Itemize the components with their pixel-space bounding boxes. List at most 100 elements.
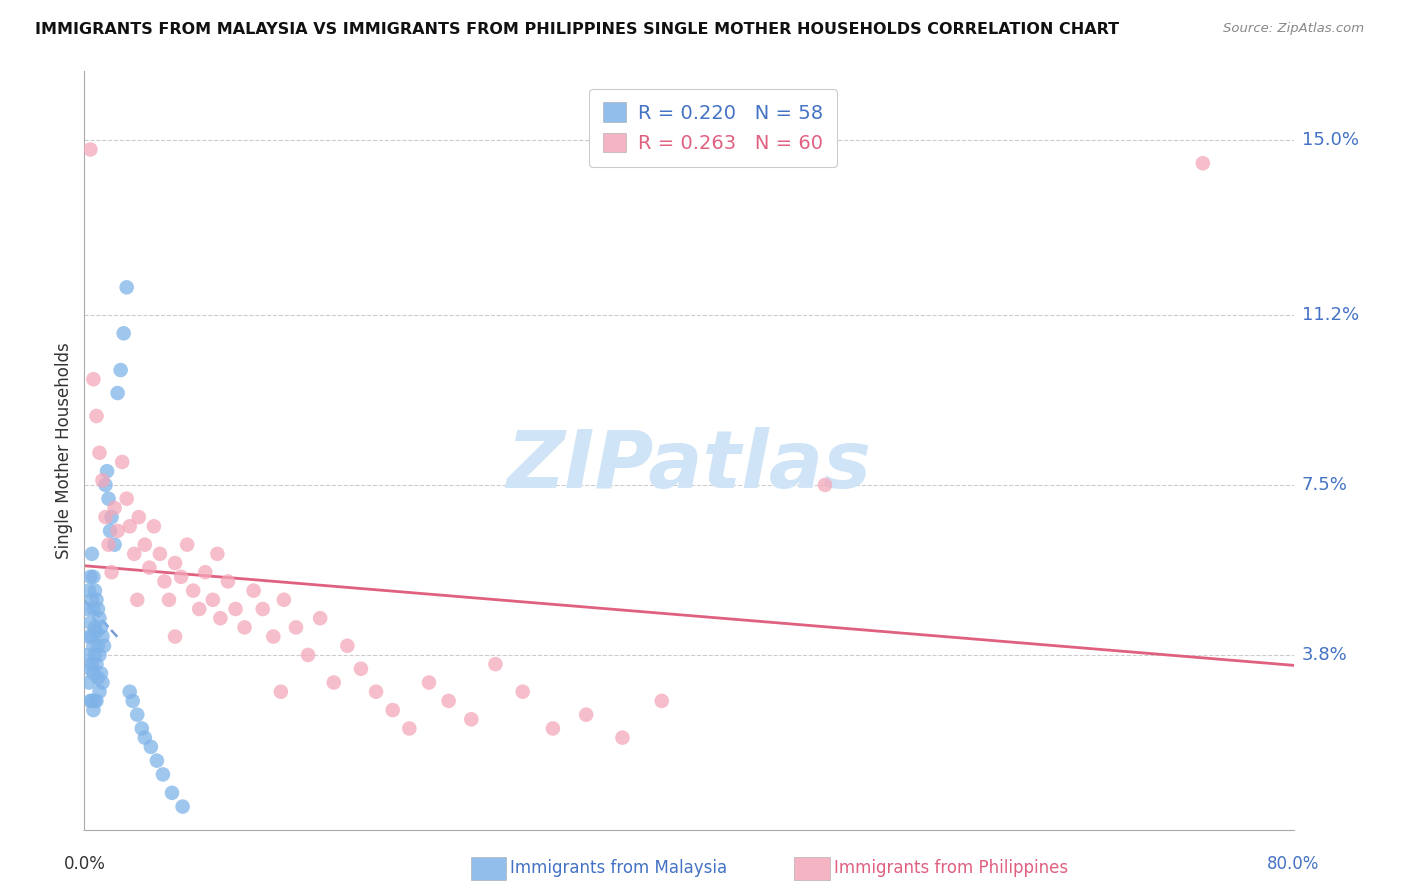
Point [814, 478, 837, 492]
Point [77, 630, 100, 644]
Point [80, 547, 103, 561]
Point [149, 547, 172, 561]
Text: IMMIGRANTS FROM MALAYSIA VS IMMIGRANTS FROM PHILIPPINES SINGLE MOTHER HOUSEHOLDS: IMMIGRANTS FROM MALAYSIA VS IMMIGRANTS F… [35, 22, 1119, 37]
Point [80, 657, 103, 672]
Y-axis label: Single Mother Households: Single Mother Households [55, 343, 73, 558]
Point [142, 519, 165, 533]
Point [134, 731, 156, 745]
Point [80, 592, 103, 607]
Point [86, 657, 108, 672]
Point [541, 722, 564, 736]
Point [107, 524, 129, 538]
Point [194, 566, 217, 580]
Text: 3.8%: 3.8% [1302, 646, 1347, 664]
Point [225, 602, 247, 616]
Point [96, 464, 118, 478]
Point [381, 703, 404, 717]
Point [127, 592, 149, 607]
Point [89, 611, 111, 625]
Text: Source: ZipAtlas.com: Source: ZipAtlas.com [1223, 22, 1364, 36]
Point [512, 684, 534, 698]
Point [115, 280, 138, 294]
Point [82, 372, 104, 386]
Point [152, 767, 174, 781]
Point [104, 538, 127, 552]
Point [612, 731, 634, 745]
Point [209, 611, 232, 625]
Point [100, 510, 122, 524]
Point [89, 684, 111, 698]
Point [94, 478, 117, 492]
Point [90, 666, 112, 681]
Point [77, 583, 100, 598]
Text: 15.0%: 15.0% [1302, 131, 1358, 149]
Point [115, 491, 138, 506]
Point [233, 620, 256, 634]
Point [76, 602, 98, 616]
Point [575, 707, 598, 722]
Point [87, 602, 110, 616]
Point [118, 684, 141, 698]
Point [111, 455, 134, 469]
Point [350, 662, 373, 676]
Point [207, 547, 229, 561]
Point [107, 386, 129, 401]
Text: 7.5%: 7.5% [1302, 476, 1348, 494]
Point [252, 602, 274, 616]
Point [86, 624, 108, 639]
Legend: R = 0.220   N = 58, R = 0.263   N = 60: R = 0.220 N = 58, R = 0.263 N = 60 [589, 88, 837, 167]
Point [131, 722, 153, 736]
Point [82, 703, 104, 717]
Point [82, 666, 104, 681]
Point [121, 694, 143, 708]
Point [79, 143, 101, 157]
Point [89, 446, 111, 460]
Point [84, 620, 107, 634]
Point [82, 639, 104, 653]
Point [201, 592, 224, 607]
Point [84, 583, 107, 598]
Point [91, 473, 114, 487]
Point [165, 630, 187, 644]
Point [122, 547, 145, 561]
Text: 0.0%: 0.0% [63, 855, 105, 872]
Point [98, 524, 121, 538]
Point [285, 620, 308, 634]
Point [418, 675, 440, 690]
Point [79, 694, 101, 708]
Point [270, 684, 292, 698]
Point [127, 707, 149, 722]
Point [94, 510, 117, 524]
Point [242, 583, 264, 598]
Point [146, 754, 169, 768]
Point [90, 620, 112, 634]
Point [91, 675, 114, 690]
Point [82, 602, 104, 616]
Text: Immigrants from Malaysia: Immigrants from Malaysia [510, 859, 727, 877]
Point [322, 675, 344, 690]
Point [336, 639, 359, 653]
Point [86, 409, 108, 423]
Text: ZIPatlas: ZIPatlas [506, 426, 872, 505]
Point [89, 648, 111, 662]
Point [97, 491, 120, 506]
Point [118, 519, 141, 533]
Point [170, 570, 193, 584]
Point [87, 671, 110, 685]
Point [104, 500, 127, 515]
Point [80, 630, 103, 644]
Point [160, 786, 183, 800]
Point [91, 630, 114, 644]
Text: 80.0%: 80.0% [1267, 855, 1320, 872]
Point [87, 639, 110, 653]
Point [364, 684, 387, 698]
Point [153, 574, 176, 589]
Point [651, 694, 673, 708]
Point [110, 363, 132, 377]
Point [172, 799, 194, 814]
Point [93, 639, 115, 653]
Text: Immigrants from Philippines: Immigrants from Philippines [834, 859, 1069, 877]
Point [79, 662, 101, 676]
Point [157, 592, 180, 607]
Point [262, 630, 284, 644]
